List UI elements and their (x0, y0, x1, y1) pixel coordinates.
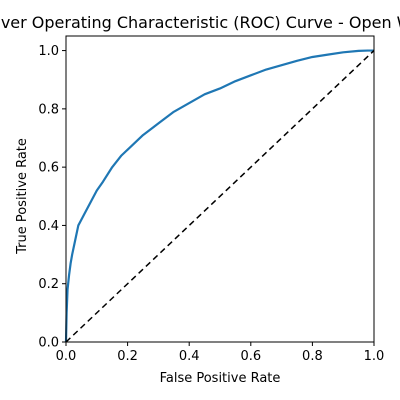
x-tick-label: 0.4 (179, 349, 200, 364)
x-axis: 0.0 0.2 0.4 0.6 0.8 1.0 (56, 342, 385, 364)
x-tick-label: 0.2 (117, 349, 138, 364)
y-tick-label: 0.4 (38, 219, 59, 234)
x-tick-label: 0.0 (56, 349, 77, 364)
chart-title: Receiver Operating Characteristic (ROC) … (0, 13, 400, 32)
plot-frame (65, 35, 375, 343)
x-tick-label: 1.0 (364, 349, 385, 364)
y-tick-label: 0.0 (38, 336, 59, 351)
x-tick-label: 0.6 (240, 349, 261, 364)
y-tick-label: 0.2 (38, 277, 59, 292)
y-axis: 0.0 0.2 0.4 0.6 0.8 1.0 (38, 44, 66, 351)
plot-area (64, 49, 375, 343)
y-tick-label: 1.0 (38, 44, 59, 59)
y-axis-label: True Positive Rate (15, 138, 30, 255)
x-axis-label: False Positive Rate (160, 371, 281, 386)
y-tick-label: 0.6 (38, 161, 59, 176)
y-tick-label: 0.8 (38, 102, 59, 117)
roc-curve-line (64, 49, 374, 343)
x-tick-label: 0.8 (302, 349, 323, 364)
diagonal-reference-line (65, 50, 375, 343)
